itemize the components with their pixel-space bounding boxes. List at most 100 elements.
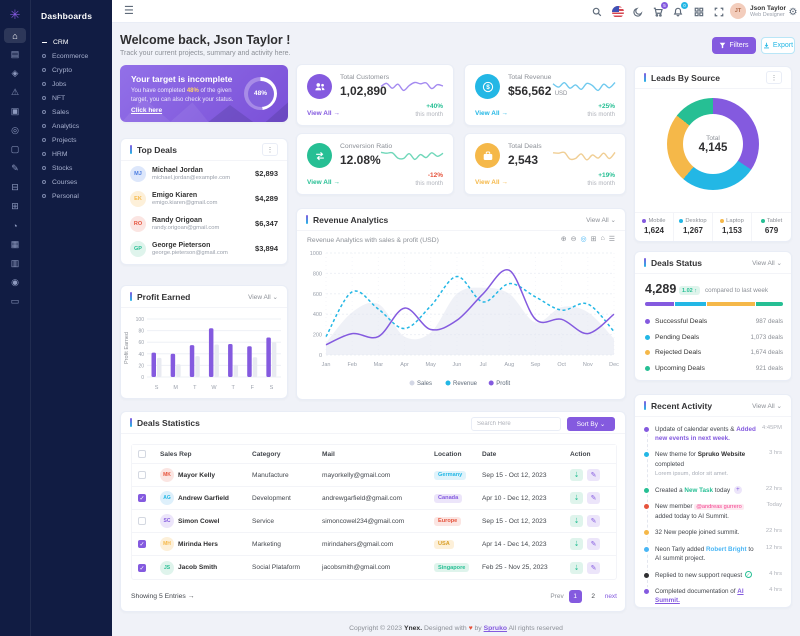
edit-action-icon[interactable]: ✎ [587,492,600,504]
nav-charts-icon[interactable]: ▥ [10,258,20,268]
status-count: 921 deals [755,364,783,372]
language-flag-icon[interactable] [611,5,625,19]
stat-view-all-link[interactable]: View All → [475,179,508,186]
sidebar-item-jobs[interactable]: Jobs [31,77,112,91]
hamburger-menu-icon[interactable]: ☰ [124,5,134,17]
stat-view-all-link[interactable]: View All → [307,110,340,117]
nav-error-icon[interactable]: ⚠ [10,87,20,97]
date-cell: Sep 15 - Oct 12, 2023 [482,517,547,525]
apps-grid-icon[interactable] [692,5,706,19]
pagination-prev[interactable]: Prev [550,593,564,600]
edit-action-icon[interactable]: ✎ [587,469,600,481]
sidebar-item-hrm[interactable]: HRM [31,147,112,161]
cart-icon[interactable]: 5 [651,2,668,19]
top-deals-more-button[interactable]: ⋮ [262,143,278,156]
table-row[interactable]: MK Mayor Kelly Manufacture mayorkelly@gmail… [132,464,616,487]
stat-period: this month [587,181,615,187]
profit-view-all-link[interactable]: View All ⌄ [248,293,278,301]
target-click-here-link[interactable]: Click here [131,107,163,114]
reset-zoom-home-icon[interactable]: ⌂ [600,235,605,242]
stat-view-all-link[interactable]: View All → [307,179,340,186]
nav-pages-icon[interactable]: ▤ [10,49,20,59]
row-checkbox[interactable]: ✓ [138,494,146,502]
search-icon[interactable] [590,5,604,19]
download-action-icon[interactable]: ⇣ [570,561,583,574]
download-action-icon[interactable]: ⇣ [570,469,583,481]
sidebar-item-ecommerce[interactable]: Ecommerce [31,49,112,63]
table-row[interactable]: ✓ JS Jacob Smith Social Plataform jacobsmith… [132,556,616,579]
fullscreen-icon[interactable] [712,5,726,19]
leads-legend-item: Mobile 1,624 [635,213,674,241]
deals-status-view-all-link[interactable]: View All ⌄ [752,259,782,267]
zoom-out-icon[interactable]: ⊖ [570,236,577,243]
select-all-checkbox[interactable] [138,450,146,458]
activity-time: 4 hrs [769,570,782,577]
nav-maps-icon[interactable]: ◔ [12,220,18,231]
sidebar-menu: CRM Ecommerce Crypto Jobs NFT Sales Analytics P… [31,35,112,203]
sidebar-item-sales[interactable]: Sales [31,105,112,119]
table-row[interactable]: SC Simon Cowel Service simoncowel234@gmail.… [132,510,616,533]
pagination-next[interactable]: next [604,593,617,600]
edit-action-icon[interactable]: ✎ [587,561,600,574]
sidebar-item-crypto[interactable]: Crypto [31,63,112,77]
nav-ecommerce-icon[interactable]: ⊟ [11,182,19,192]
nav-files-icon[interactable]: ▢ [10,144,20,154]
nav-home-icon[interactable]: ⌂ [4,28,26,43]
row-checkbox[interactable] [138,471,146,479]
download-action-icon[interactable]: ⇣ [570,538,583,550]
nav-authentication-icon[interactable]: ✎ [11,163,19,173]
sidebar-item-projects[interactable]: Projects [31,133,112,147]
nav-widgets-icon[interactable]: ⊞ [11,201,19,211]
revenue-view-all-link[interactable]: View All ⌄ [586,216,616,224]
dark-mode-moon-icon[interactable] [631,5,645,19]
svg-text:M: M [173,385,178,391]
sort-by-button[interactable]: Sort By ⌄ [567,417,615,431]
nav-applications-icon[interactable]: ▣ [10,106,20,116]
table-search-input[interactable] [471,417,561,431]
chart-menu-icon[interactable]: ☰ [608,236,615,243]
deal-list-item[interactable]: MJ Michael Jordan michael.jordan@example.c… [121,161,287,186]
row-checkbox[interactable]: ✓ [138,540,146,548]
row-checkbox[interactable] [138,517,146,525]
sidebar-item-nft[interactable]: NFT [31,91,112,105]
sidebar-item-stocks[interactable]: Stocks [31,161,112,175]
nav-crypto-icon[interactable]: ◎ [11,125,19,135]
leads-more-button[interactable]: ⋮ [766,71,782,84]
notifications-bell-icon[interactable]: 0 [671,2,688,19]
deal-list-item[interactable]: GP George Pieterson george.pieterson@gmail… [121,236,287,261]
sidebar-item-courses[interactable]: Courses [31,175,112,189]
nav-forms-icon[interactable]: ▭ [10,296,20,306]
plus-avatar-icon[interactable]: + [733,486,742,495]
stat-view-all-link[interactable]: View All → [475,110,508,117]
pagination-page-1[interactable]: 1 [568,590,582,603]
deal-list-item[interactable]: EK Emigo Kiaren emigo.kiaren@gmail.com $4,2… [121,186,287,211]
recent-activity-view-all-link[interactable]: View All ⌄ [752,402,782,410]
edit-action-icon[interactable]: ✎ [587,515,600,527]
selection-zoom-icon[interactable]: ◎ [580,236,587,243]
mail-cell: mayorkelly@gmail.com [322,471,391,479]
nav-icons-icon[interactable]: ◉ [11,277,19,287]
export-button[interactable]: Export [761,37,795,54]
nav-tables-icon[interactable]: ▦ [10,239,20,249]
activity-highlight[interactable]: AI Summit. [655,588,744,605]
deal-list-item[interactable]: RO Randy Origoan randy.origoan@gmail.com $6… [121,211,287,236]
user-profile-menu[interactable]: JT Json Taylor Web Designer [730,3,786,19]
sidebar-item-crm[interactable]: CRM [31,35,112,49]
table-row[interactable]: ✓ AG Andrew Garfield Development andrewgarfi… [132,487,616,510]
sidebar-item-analytics[interactable]: Analytics [31,119,112,133]
download-action-icon[interactable]: ⇣ [570,492,583,504]
settings-gear-icon[interactable]: ⚙ [788,6,798,18]
sidebar-item-personal[interactable]: Personal [31,189,112,203]
legend-value: 1,153 [721,226,743,235]
nav-tasks-icon[interactable]: ◈ [11,68,19,78]
pan-icon[interactable]: ⊞ [590,236,597,243]
table-row[interactable]: ✓ MH Mirinda Hers Marketing mirindahers@gmai… [132,533,616,556]
download-action-icon[interactable]: ⇣ [570,515,583,527]
pagination-page-2[interactable]: 2 [591,593,596,600]
row-checkbox[interactable]: ✓ [138,563,146,572]
zoom-in-icon[interactable]: ⊕ [560,236,567,243]
app-logo-icon[interactable]: ✳ [9,7,21,22]
spruko-link[interactable]: Spruko [483,625,508,632]
filters-button[interactable]: Filters [712,37,756,54]
edit-action-icon[interactable]: ✎ [587,538,600,550]
